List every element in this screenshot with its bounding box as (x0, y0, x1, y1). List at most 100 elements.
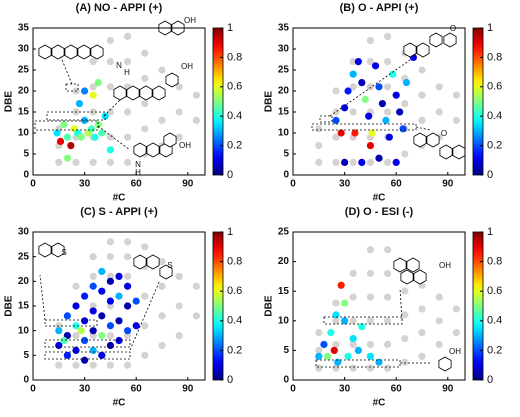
colorbar-tick-label: 0.8 (487, 256, 502, 268)
y-tick-label: 0 (283, 170, 289, 181)
x-tick-label: 90 (442, 384, 454, 395)
colorbar-tick-label: 1 (227, 22, 233, 34)
background-point (452, 91, 460, 99)
data-point (101, 112, 109, 120)
plot-area (315, 246, 460, 372)
background-point (158, 258, 166, 266)
data-point (354, 58, 362, 66)
background-point (332, 87, 340, 95)
background-point (366, 364, 374, 372)
plot-area (315, 32, 460, 166)
background-point (435, 317, 443, 325)
background-point (349, 340, 357, 349)
chart-title: (D) O - ESI (-) (345, 206, 414, 218)
data-point (63, 154, 71, 162)
data-point (60, 336, 68, 345)
data-point (375, 83, 383, 91)
data-point (77, 133, 85, 141)
background-point (315, 142, 323, 150)
colorbar-tick-label: 1 (487, 22, 493, 34)
data-point (337, 281, 345, 289)
structure-ring (406, 257, 420, 273)
data-point (341, 299, 349, 307)
x-tick-label: 90 (182, 179, 194, 190)
y-axis-label: DBE (4, 295, 15, 316)
data-point (72, 302, 80, 310)
y-tick-label: 15 (18, 107, 30, 118)
background-point (106, 83, 114, 91)
data-point (366, 352, 374, 360)
x-axis-label: #C (113, 193, 126, 204)
background-point (452, 329, 460, 337)
data-point (98, 332, 106, 340)
y-axis-label: DBE (264, 295, 275, 316)
data-point (115, 336, 123, 345)
data-point (115, 292, 123, 300)
colorbar-tick-label: 0.4 (227, 110, 242, 122)
x-tick-label: 30 (339, 179, 351, 190)
background-point (89, 58, 97, 66)
data-point (132, 322, 140, 330)
background-point (349, 158, 357, 166)
x-axis-label: #C (113, 398, 126, 409)
background-point (315, 158, 323, 166)
data-point (81, 116, 89, 124)
data-point (371, 62, 380, 70)
background-point (366, 83, 374, 91)
leader-line (39, 274, 46, 321)
highlight-box (315, 359, 401, 368)
highlight-box (44, 339, 131, 348)
leader-line (129, 279, 161, 351)
data-point (392, 158, 400, 166)
panel: (C) S - APPI (+)SS0 30 60 90051015202530#CD… (4, 206, 243, 409)
structure-ring (139, 85, 153, 101)
structure-ring (133, 142, 147, 158)
structure-ring (146, 254, 160, 270)
colorbar (212, 27, 224, 176)
background-point (124, 361, 132, 369)
background-point (418, 352, 426, 360)
background-point (158, 66, 166, 74)
data-point (341, 158, 349, 166)
background-point (89, 83, 97, 91)
y-tick-label: 5 (23, 149, 29, 160)
x-tick-label: 60 (391, 384, 403, 395)
data-point (378, 100, 387, 108)
x-tick-label: 90 (442, 179, 454, 190)
leader-line (97, 125, 131, 151)
y-tick-label: 0 (23, 170, 29, 181)
annotation: S (61, 248, 66, 257)
background-point (141, 322, 149, 330)
data-point (315, 352, 323, 360)
data-point (67, 142, 75, 150)
axes-frame (292, 231, 466, 381)
background-point (349, 269, 357, 278)
background-point (192, 116, 200, 124)
data-point (320, 340, 328, 349)
annotation: N (135, 160, 141, 169)
structure-ring (393, 257, 407, 273)
colorbar-tick-label: 0 (227, 169, 233, 181)
background-point (366, 37, 374, 45)
y-tick-label: 30 (18, 44, 30, 55)
data-point (106, 322, 114, 330)
background-point (106, 302, 114, 310)
data-point (358, 323, 366, 331)
y-tick-label: 20 (278, 256, 290, 267)
data-point (94, 79, 102, 87)
background-point (72, 158, 80, 166)
background-point (418, 329, 426, 337)
background-point (106, 272, 114, 280)
data-point (98, 287, 106, 295)
background-point (349, 317, 357, 325)
background-point (89, 158, 97, 166)
y-tick-label: 0 (283, 375, 289, 386)
background-point (366, 317, 374, 325)
y-tick-label: 15 (278, 286, 290, 297)
x-tick-label: 30 (339, 384, 351, 395)
background-point (124, 32, 132, 41)
data-point (341, 104, 349, 112)
data-point (366, 142, 374, 150)
colorbar-tick-label: 1 (227, 226, 233, 238)
